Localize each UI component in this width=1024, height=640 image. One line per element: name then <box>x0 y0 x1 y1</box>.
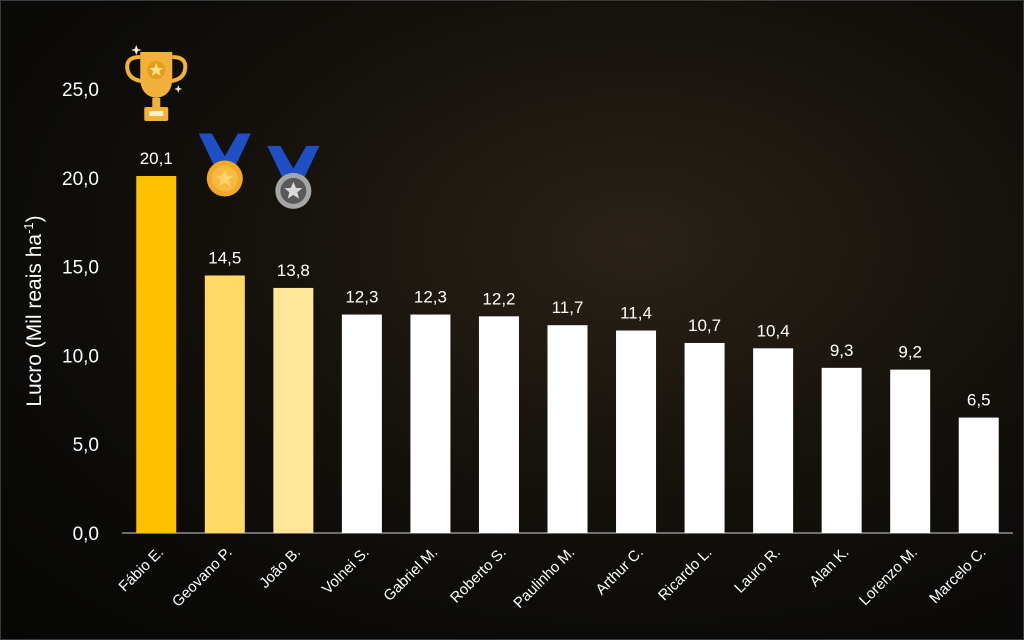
x-tick-label: Paulinho M. <box>510 544 578 612</box>
category-labels: Fábio E. Geovano P. João B. Volnei S. Gabrie… <box>116 544 990 612</box>
bar <box>136 176 177 534</box>
bar <box>204 275 245 533</box>
bar <box>410 314 451 533</box>
bar <box>478 316 519 533</box>
data-label: 9,2 <box>898 343 922 362</box>
trophy-handle-left <box>125 55 142 84</box>
sparkle-icon <box>174 85 183 94</box>
bar <box>821 367 862 533</box>
y-axis-title-superscript: -1 <box>21 222 36 234</box>
y-axis-title-main: Lucro (Mil reais ha <box>23 234 46 407</box>
sparkle-icon <box>130 45 142 56</box>
silver-medal-icon <box>267 145 320 209</box>
data-label: 6,5 <box>967 391 991 410</box>
trophy-stem <box>152 98 161 109</box>
star-icon <box>149 63 164 77</box>
trophy-icon <box>125 45 188 122</box>
star-icon <box>284 181 303 199</box>
star-icon <box>215 169 234 187</box>
y-tick-label: 25,0 <box>62 80 99 101</box>
data-label: 11,4 <box>620 304 652 323</box>
bar <box>684 342 725 533</box>
bar <box>958 417 999 533</box>
x-tick-label: Gabriel M. <box>380 544 441 605</box>
y-tick-label: 20,0 <box>62 169 99 190</box>
bar <box>753 348 794 533</box>
data-label: 14,5 <box>208 248 241 267</box>
award-icons <box>125 45 320 209</box>
x-tick-label: Geovano P. <box>169 544 236 611</box>
y-axis-title: Lucro (Mil reais ha-1) <box>21 215 46 406</box>
x-tick-label: Roberto S. <box>447 544 510 607</box>
x-tick-label: Alan K. <box>806 544 852 590</box>
gold-medal-icon <box>198 133 251 197</box>
value-labels: 20,1 14,5 13,8 12,3 12,3 12,2 11,7 11,4 10,7 10,4… <box>140 149 991 410</box>
bar <box>547 325 588 533</box>
y-tick-label: 5,0 <box>73 435 99 456</box>
data-label: 12,3 <box>345 288 378 307</box>
data-label: 10,7 <box>688 316 721 335</box>
bar <box>273 287 314 533</box>
data-label: 13,8 <box>277 261 310 280</box>
x-tick-label: Volnei S. <box>319 544 373 598</box>
x-tick-label: Ricardo L. <box>655 544 715 604</box>
y-tick-label: 15,0 <box>62 258 99 279</box>
svg-text:Lucro (Mil reais ha-1): Lucro (Mil reais ha-1) <box>21 215 46 406</box>
data-label: 12,2 <box>482 289 515 308</box>
y-axis-title-end: ) <box>23 215 46 222</box>
x-tick-label: Fábio E. <box>116 544 168 596</box>
trophy-handle-right <box>170 55 188 84</box>
x-tick-label: João B. <box>256 544 304 592</box>
bar <box>890 369 931 533</box>
y-tick-label: 0,0 <box>73 524 99 545</box>
y-axis: 0,0 5,0 10,0 15,0 20,0 25,0 <box>62 80 99 545</box>
y-tick-label: 10,0 <box>62 346 99 367</box>
x-tick-label: Lauro R. <box>731 544 784 597</box>
x-tick-label: Arthur C. <box>592 544 646 598</box>
data-label: 10,4 <box>757 321 790 340</box>
bar <box>341 314 382 533</box>
x-tick-label: Marcelo C. <box>926 544 989 607</box>
bar <box>616 330 657 533</box>
trophy-plate <box>149 111 164 117</box>
bars <box>136 176 999 534</box>
data-label: 20,1 <box>140 149 173 168</box>
data-label: 12,3 <box>414 288 447 307</box>
data-label: 11,7 <box>552 298 584 317</box>
data-label: 9,3 <box>830 341 854 360</box>
x-tick-label: Lorenzo M. <box>856 544 921 609</box>
